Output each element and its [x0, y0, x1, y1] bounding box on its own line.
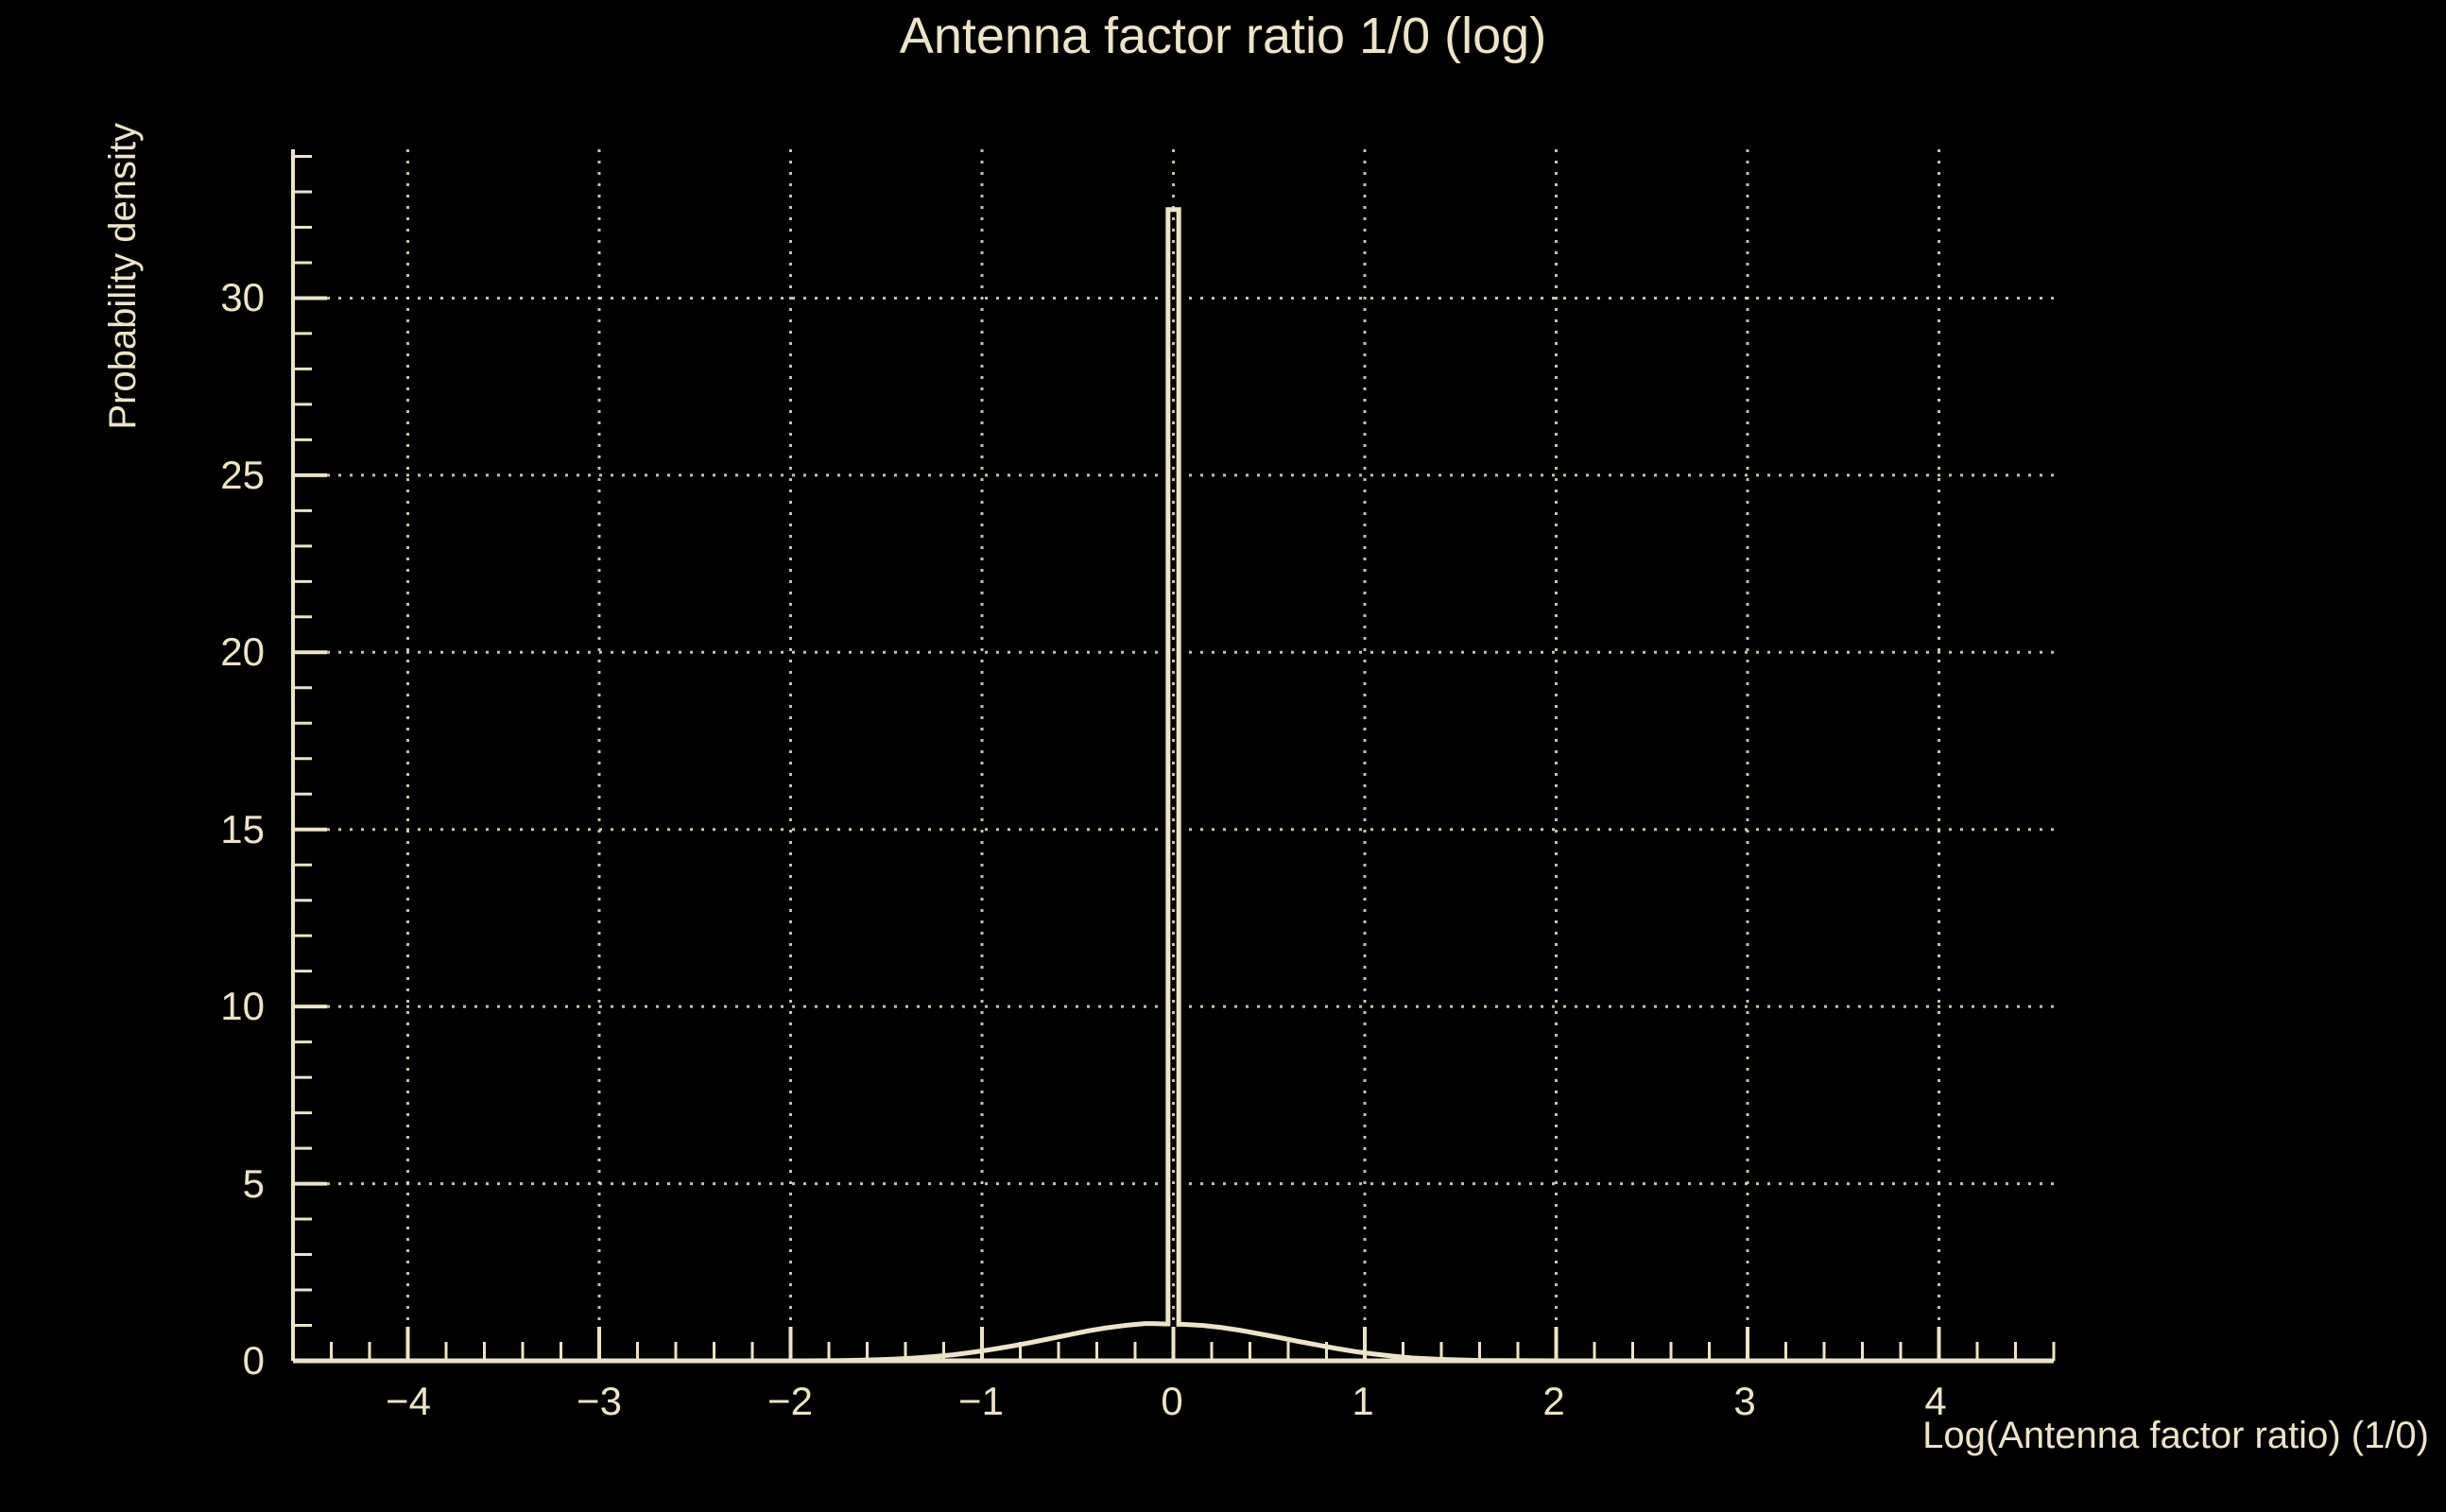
- y-tick-label-15: 15: [220, 807, 265, 851]
- x-axis-label: Log(Antenna factor ratio) (1/0): [1922, 1415, 2429, 1456]
- data-series-group: [293, 207, 2054, 1364]
- grid-lines: [293, 149, 2054, 1361]
- y-tick-label-10: 10: [220, 984, 265, 1028]
- y-tick-label-5: 5: [242, 1161, 265, 1206]
- page-title: Antenna factor ratio 1/0 (log): [899, 8, 1547, 64]
- x-tick-label-4: 4: [1924, 1379, 1947, 1423]
- x-tick-label-3: 3: [1733, 1379, 1756, 1423]
- probability-density-curve: [293, 207, 2054, 1364]
- x-tick-label-minus3: −3: [577, 1379, 622, 1423]
- y-tick-label-25: 25: [220, 453, 265, 497]
- x-tick-label-minus1: −1: [958, 1379, 1004, 1423]
- y-tick-label-30: 30: [220, 275, 265, 319]
- x-tick-label-2: 2: [1542, 1379, 1565, 1423]
- y-tick-label-20: 20: [220, 629, 265, 674]
- axis-ticks: [293, 154, 2056, 1363]
- x-tick-label-minus2: −2: [767, 1379, 813, 1423]
- x-tick-label-0: 0: [1161, 1379, 1183, 1423]
- x-tick-label-minus4: −4: [386, 1379, 431, 1423]
- y-tick-label-0: 0: [242, 1338, 265, 1383]
- x-tick-label-1: 1: [1352, 1379, 1374, 1423]
